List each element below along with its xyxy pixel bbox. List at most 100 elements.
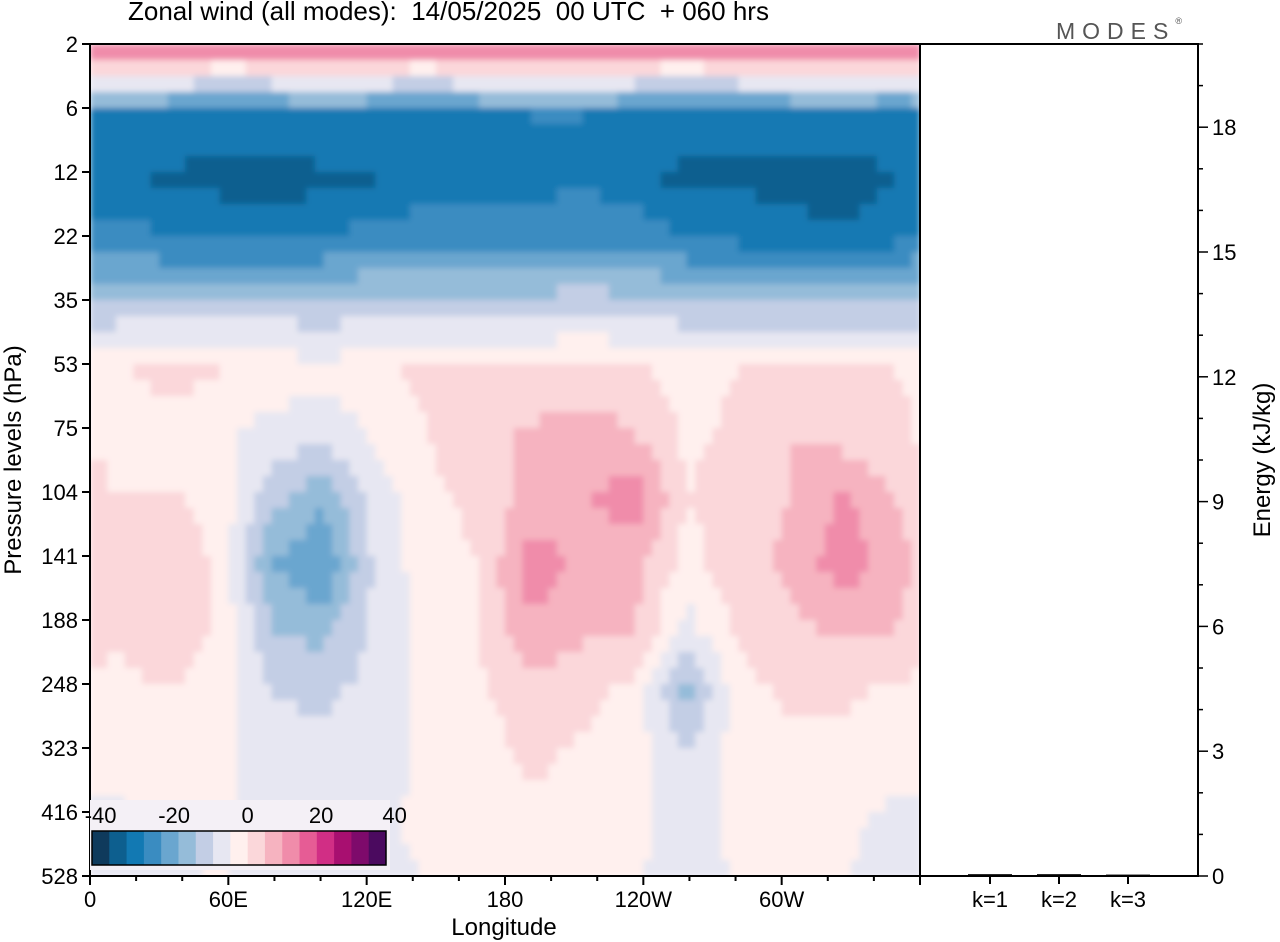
heatmap-cell [340,380,350,397]
heatmap-cell [894,748,904,765]
heatmap-cell [288,76,299,93]
heatmap-cell [807,396,817,413]
heatmap-cell [392,316,402,333]
heatmap-cell [747,316,757,333]
heatmap-cell [729,476,740,493]
heatmap-cell [850,684,861,701]
heatmap-cell [496,636,506,653]
heatmap-cell [773,332,783,349]
heatmap-cell [530,828,541,845]
heatmap-cell [427,284,437,301]
heatmap-cell [435,796,446,813]
heatmap-cell [211,92,221,109]
heatmap-cell [444,716,454,733]
heatmap-cell [522,476,532,493]
heatmap-cell [487,476,497,493]
heatmap-cell [375,620,385,637]
heatmap-cell [115,236,126,253]
heatmap-cell [773,780,783,797]
heatmap-cell [522,844,532,861]
heatmap-cell [297,572,307,589]
heatmap-cell [677,476,688,493]
heatmap-cell [703,844,714,861]
heatmap-cell [470,268,480,285]
heatmap-cell [556,508,567,525]
heatmap-cell [539,188,549,205]
heatmap-cell [738,700,748,717]
heatmap-cell [798,828,809,845]
heatmap-cell [824,412,835,429]
heatmap-cell [340,124,350,141]
heatmap-cell [695,860,705,876]
heatmap-cell [522,444,532,461]
heatmap-cell [306,652,316,669]
heatmap-cell [833,124,843,141]
heatmap-cell [453,172,463,189]
heatmap-cell [660,92,670,109]
heatmap-cell [894,140,904,157]
heatmap-cell [427,396,437,413]
heatmap-cell [755,828,765,845]
heatmap-cell [444,124,454,141]
heatmap-cell [115,716,126,733]
heatmap-cell [574,140,584,157]
heatmap-cell [453,220,463,237]
heatmap-cell [124,428,134,445]
heatmap-cell [894,460,904,477]
heatmap-cell [479,364,489,381]
heatmap-cell [530,380,541,397]
heatmap-cell [90,460,100,477]
heatmap-cell [383,732,394,749]
heatmap-cell [236,668,247,685]
heatmap-cell [626,300,636,317]
heatmap-cell [375,540,385,557]
heatmap-cell [842,396,852,413]
heatmap-cell [314,236,325,253]
heatmap-cell [600,92,610,109]
heatmap-cell [150,92,160,109]
heatmap-cell [773,204,783,221]
heatmap-cell [530,764,541,781]
heatmap-cell [548,172,558,189]
heatmap-cell [306,636,316,653]
heatmap-cell [798,140,809,157]
heatmap-cell [669,828,679,845]
heatmap-cell [721,636,731,653]
heatmap-cell [340,604,350,621]
heatmap-cell [211,188,221,205]
heatmap-cell [634,780,644,797]
heatmap-cell [790,108,800,125]
heatmap-cell [254,412,264,429]
heatmap-cell [894,108,904,125]
heatmap-cell [185,316,195,333]
heatmap-cell [366,172,376,189]
heatmap-cell [332,620,342,637]
heatmap-cell [608,716,618,733]
heatmap-cell [383,220,394,237]
heatmap-cell [470,540,480,557]
heatmap-cell [202,300,212,317]
heatmap-cell [297,524,307,541]
heatmap-cell [894,604,904,621]
heatmap-cell [842,204,852,221]
heatmap-cell [876,764,887,781]
heatmap-cell [859,828,869,845]
heatmap-cell [409,76,420,93]
heatmap-cell [280,332,290,349]
heatmap-cell [176,588,186,605]
heatmap-cell [574,236,584,253]
heatmap-cell [574,668,584,685]
heatmap-cell [185,172,195,189]
heatmap-cell [885,812,895,829]
heatmap-cell [868,60,878,77]
heatmap-cell [401,652,411,669]
heatmap-cell [885,236,895,253]
heatmap-cell [90,300,100,317]
heatmap-cell [755,860,765,876]
heatmap-cell [556,140,567,157]
heatmap-cell [211,716,221,733]
heatmap-cell [427,492,437,509]
heatmap-cell [271,604,281,621]
heatmap-cell [401,396,411,413]
heatmap-cell [556,492,567,509]
